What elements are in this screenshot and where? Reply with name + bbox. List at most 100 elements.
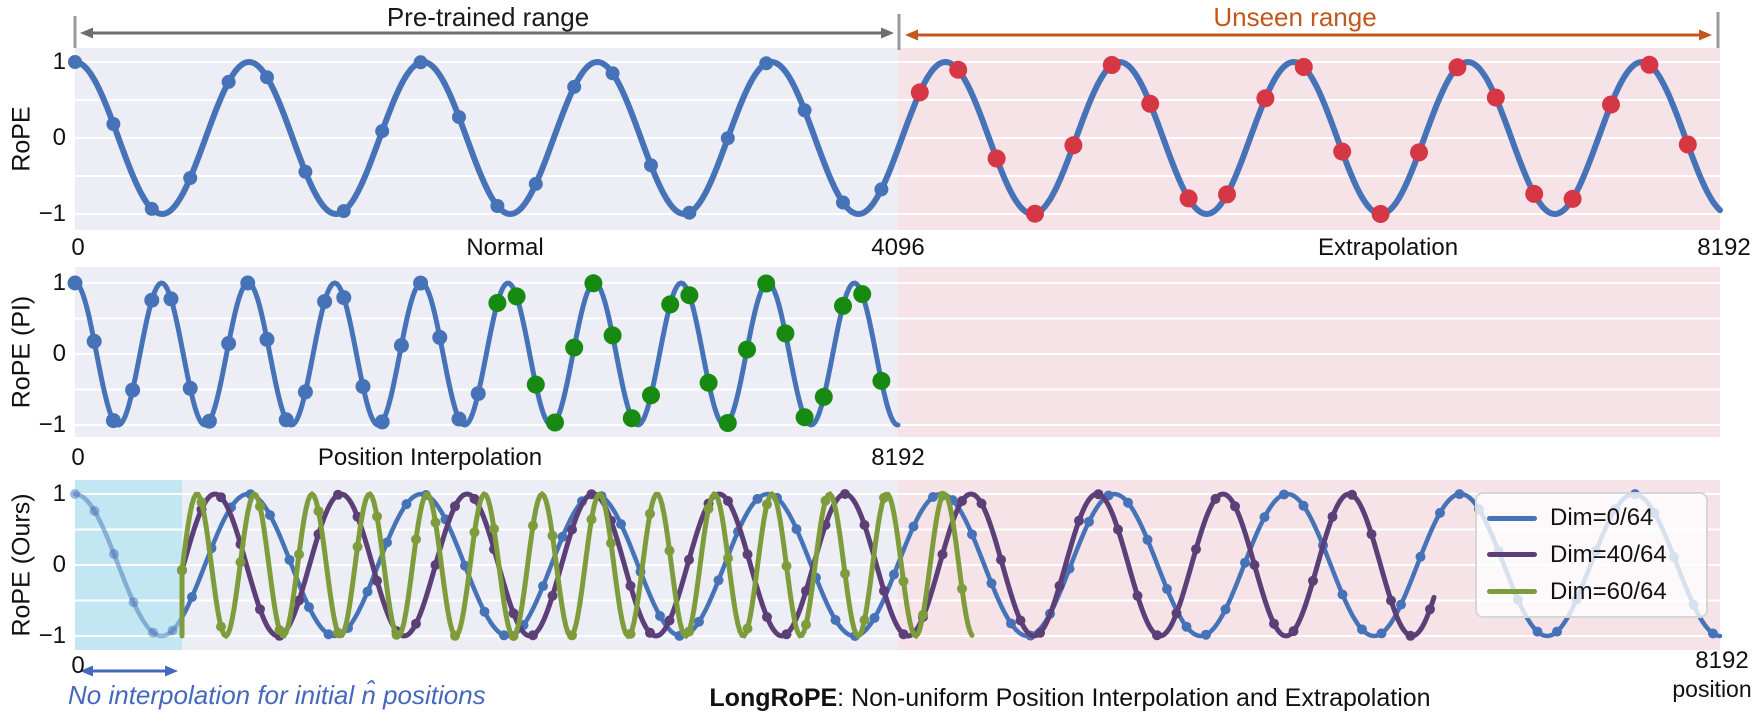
pretrained-range-arrow-head-left	[80, 27, 93, 39]
x-tick-position-interpolation: Position Interpolation	[317, 444, 543, 471]
wave-marker	[352, 541, 363, 552]
wave-marker	[776, 324, 795, 343]
x-axis-unit-label: position	[1672, 676, 1752, 702]
wave-marker	[167, 625, 178, 636]
wave-marker	[567, 524, 577, 535]
wave-marker	[703, 503, 714, 514]
no-interpolation-arrow-head-right	[165, 665, 178, 677]
wave-marker	[508, 631, 519, 641]
wave-marker	[908, 521, 919, 532]
wave-marker	[1435, 507, 1445, 518]
legend-label: Dim=40/64	[1550, 540, 1667, 568]
wave-marker	[986, 578, 997, 589]
wave-marker	[1162, 584, 1172, 594]
wave-marker	[957, 583, 967, 594]
wave-marker	[949, 60, 968, 79]
wave-marker	[1141, 94, 1160, 113]
wave-marker	[1405, 630, 1416, 641]
wave-marker	[567, 79, 582, 94]
wave-marker	[490, 199, 505, 213]
wave-marker	[1074, 515, 1084, 526]
wave-marker	[1308, 575, 1318, 586]
wave-marker	[538, 581, 548, 592]
pretrained-range-arrow-head-right	[881, 27, 894, 39]
wave-marker	[255, 604, 265, 615]
wave-marker	[1552, 626, 1562, 637]
wave-marker	[546, 413, 564, 432]
wave-marker	[718, 414, 737, 432]
wave-marker	[187, 592, 197, 602]
wave-marker	[362, 586, 373, 597]
legend-item-dim0: Dim=0/64	[1487, 504, 1696, 532]
wave-marker	[874, 182, 889, 197]
wave-marker	[762, 499, 772, 510]
wave-marker	[182, 380, 198, 396]
main-caption-rest: : Non-uniform Position Interpolation and…	[837, 684, 1431, 712]
wave-marker	[1425, 604, 1435, 615]
wave-marker	[1064, 136, 1083, 155]
wave-marker	[1132, 590, 1143, 601]
x-tick-4096: 4096	[871, 234, 925, 261]
wave-marker	[372, 511, 382, 522]
wave-marker	[355, 379, 371, 394]
wave-marker	[1123, 497, 1133, 508]
wave-marker	[937, 490, 948, 501]
wave-marker	[294, 595, 304, 606]
wave-marker	[762, 612, 772, 622]
wave-marker	[216, 492, 226, 503]
wave-marker	[1602, 95, 1620, 114]
plot-region	[898, 267, 1720, 437]
wave-marker	[976, 498, 987, 509]
wave-marker	[644, 158, 658, 173]
wave-marker	[557, 531, 568, 542]
no-interpolation-caption: No interpolation for initial n̂ position…	[68, 680, 486, 710]
wave-marker	[1298, 500, 1309, 511]
wave-marker	[393, 338, 409, 353]
unseen-range-arrow-head-right	[1699, 29, 1712, 41]
wave-marker	[814, 387, 833, 406]
wave-marker	[680, 286, 699, 305]
wave-marker	[1371, 205, 1390, 223]
wave-marker	[684, 626, 694, 637]
wave-marker	[1084, 516, 1094, 527]
wave-marker	[622, 409, 641, 428]
wave-marker	[1366, 529, 1377, 540]
legend-label: Dim=0/64	[1550, 504, 1654, 532]
wave-marker	[565, 338, 584, 357]
wave-marker	[297, 384, 313, 400]
wave-marker	[898, 576, 909, 587]
wave-marker	[752, 493, 763, 504]
wave-marker	[742, 549, 753, 560]
wave-marker	[1259, 512, 1270, 523]
wave-marker	[682, 205, 697, 220]
wave-marker	[1708, 628, 1718, 639]
wave-marker	[235, 557, 246, 568]
wave-marker	[586, 489, 597, 500]
wave-marker	[221, 74, 236, 89]
wave-marker	[879, 492, 889, 503]
wave-marker	[742, 623, 753, 634]
wave-marker	[284, 554, 295, 565]
wave-marker	[605, 66, 620, 81]
wave-marker	[694, 616, 704, 627]
wave-marker	[274, 625, 285, 636]
wave-marker	[937, 549, 948, 560]
wave-marker	[374, 414, 390, 430]
wave-marker	[1410, 143, 1428, 162]
wave-marker	[528, 630, 538, 641]
wave-marker	[584, 274, 603, 293]
wave-marker	[840, 568, 850, 579]
wave-marker	[336, 290, 352, 306]
wave-marker	[928, 492, 938, 502]
wave-marker	[1327, 511, 1338, 522]
x-tick-8192: 8192	[1695, 647, 1749, 674]
wave-marker	[1448, 58, 1467, 77]
wave-marker	[625, 580, 636, 591]
wave-marker	[255, 501, 265, 512]
legend-line-olive-icon	[1487, 589, 1537, 595]
wave-marker	[317, 294, 333, 310]
wave-marker	[106, 117, 121, 131]
wave-marker	[1294, 58, 1313, 76]
wave-marker	[401, 499, 412, 510]
wave-marker	[240, 275, 256, 291]
